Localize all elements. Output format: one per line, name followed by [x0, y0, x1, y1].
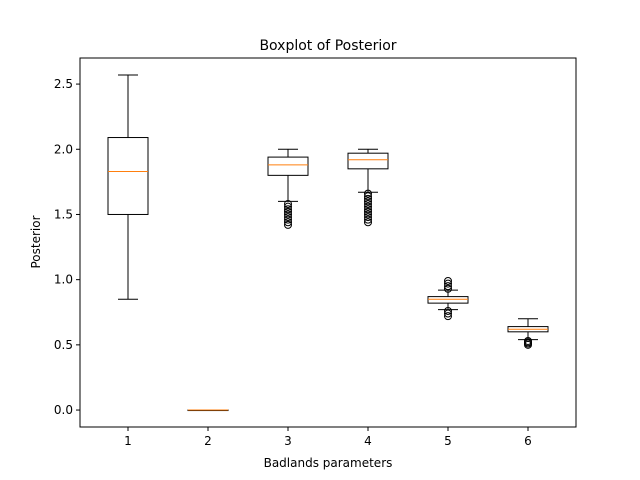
- outlier-point: [364, 215, 372, 224]
- plot-area: [107, 74, 549, 412]
- x-tick-label: 1: [124, 434, 132, 448]
- x-tick-label: 3: [284, 434, 292, 448]
- y-tick-label: 1.0: [54, 273, 73, 287]
- x-tick-label: 4: [364, 434, 372, 448]
- chart-title: Boxplot of Posterior: [259, 38, 396, 54]
- y-axis-label: Posterior: [29, 215, 43, 268]
- y-tick-label: 1.5: [54, 207, 73, 221]
- outlier-point: [364, 200, 372, 209]
- outlier-point: [284, 215, 292, 224]
- outlier-point: [284, 202, 292, 211]
- outlier-point: [364, 207, 372, 216]
- outlier-point: [524, 336, 532, 345]
- outlier-point: [364, 202, 372, 211]
- outlier-point: [444, 282, 452, 291]
- box-iqr: [107, 137, 149, 215]
- outlier-point: [364, 197, 372, 206]
- x-axis-label: Badlands parameters: [264, 456, 393, 470]
- outlier-point: [444, 276, 452, 285]
- outlier-point: [284, 218, 292, 227]
- x-tick-label: 6: [524, 434, 532, 448]
- box-group-1: [107, 74, 149, 300]
- outlier-point: [364, 194, 372, 203]
- outlier-point: [444, 312, 452, 321]
- box-iqr: [427, 296, 469, 304]
- outlier-point: [444, 309, 452, 318]
- outlier-point: [364, 192, 372, 201]
- box-group-6: [507, 318, 549, 349]
- x-axis: 1 2 3 4 5 6: [124, 427, 532, 448]
- outlier-point: [364, 205, 372, 214]
- outlier-point: [284, 200, 292, 209]
- outlier-point: [284, 207, 292, 216]
- outlier-point: [364, 218, 372, 227]
- axes-frame: [79, 57, 577, 428]
- box-group-3: [267, 148, 309, 229]
- box-iqr: [347, 152, 389, 170]
- y-tick-label: 0.0: [54, 403, 73, 417]
- y-tick-label: 2.5: [54, 77, 73, 91]
- outlier-point: [284, 220, 292, 229]
- outlier-point: [284, 205, 292, 214]
- outlier-point: [364, 189, 372, 198]
- x-tick-label: 5: [444, 434, 452, 448]
- y-tick-label: 0.5: [54, 338, 73, 352]
- outlier-point: [444, 279, 452, 288]
- box-group-5: [427, 276, 469, 321]
- y-axis: 0.0 0.5 1.0 1.5 2.0 2.5: [54, 77, 80, 417]
- outlier-point: [444, 306, 452, 315]
- box-iqr: [267, 156, 309, 176]
- outlier-point: [284, 213, 292, 222]
- x-tick-label: 2: [204, 434, 212, 448]
- outlier-point: [444, 284, 452, 293]
- box-group-2: [187, 409, 229, 412]
- outlier-point: [364, 213, 372, 222]
- outlier-point: [364, 210, 372, 219]
- y-tick-label: 2.0: [54, 142, 73, 156]
- box-group-4: [347, 148, 389, 227]
- outlier-point: [284, 210, 292, 219]
